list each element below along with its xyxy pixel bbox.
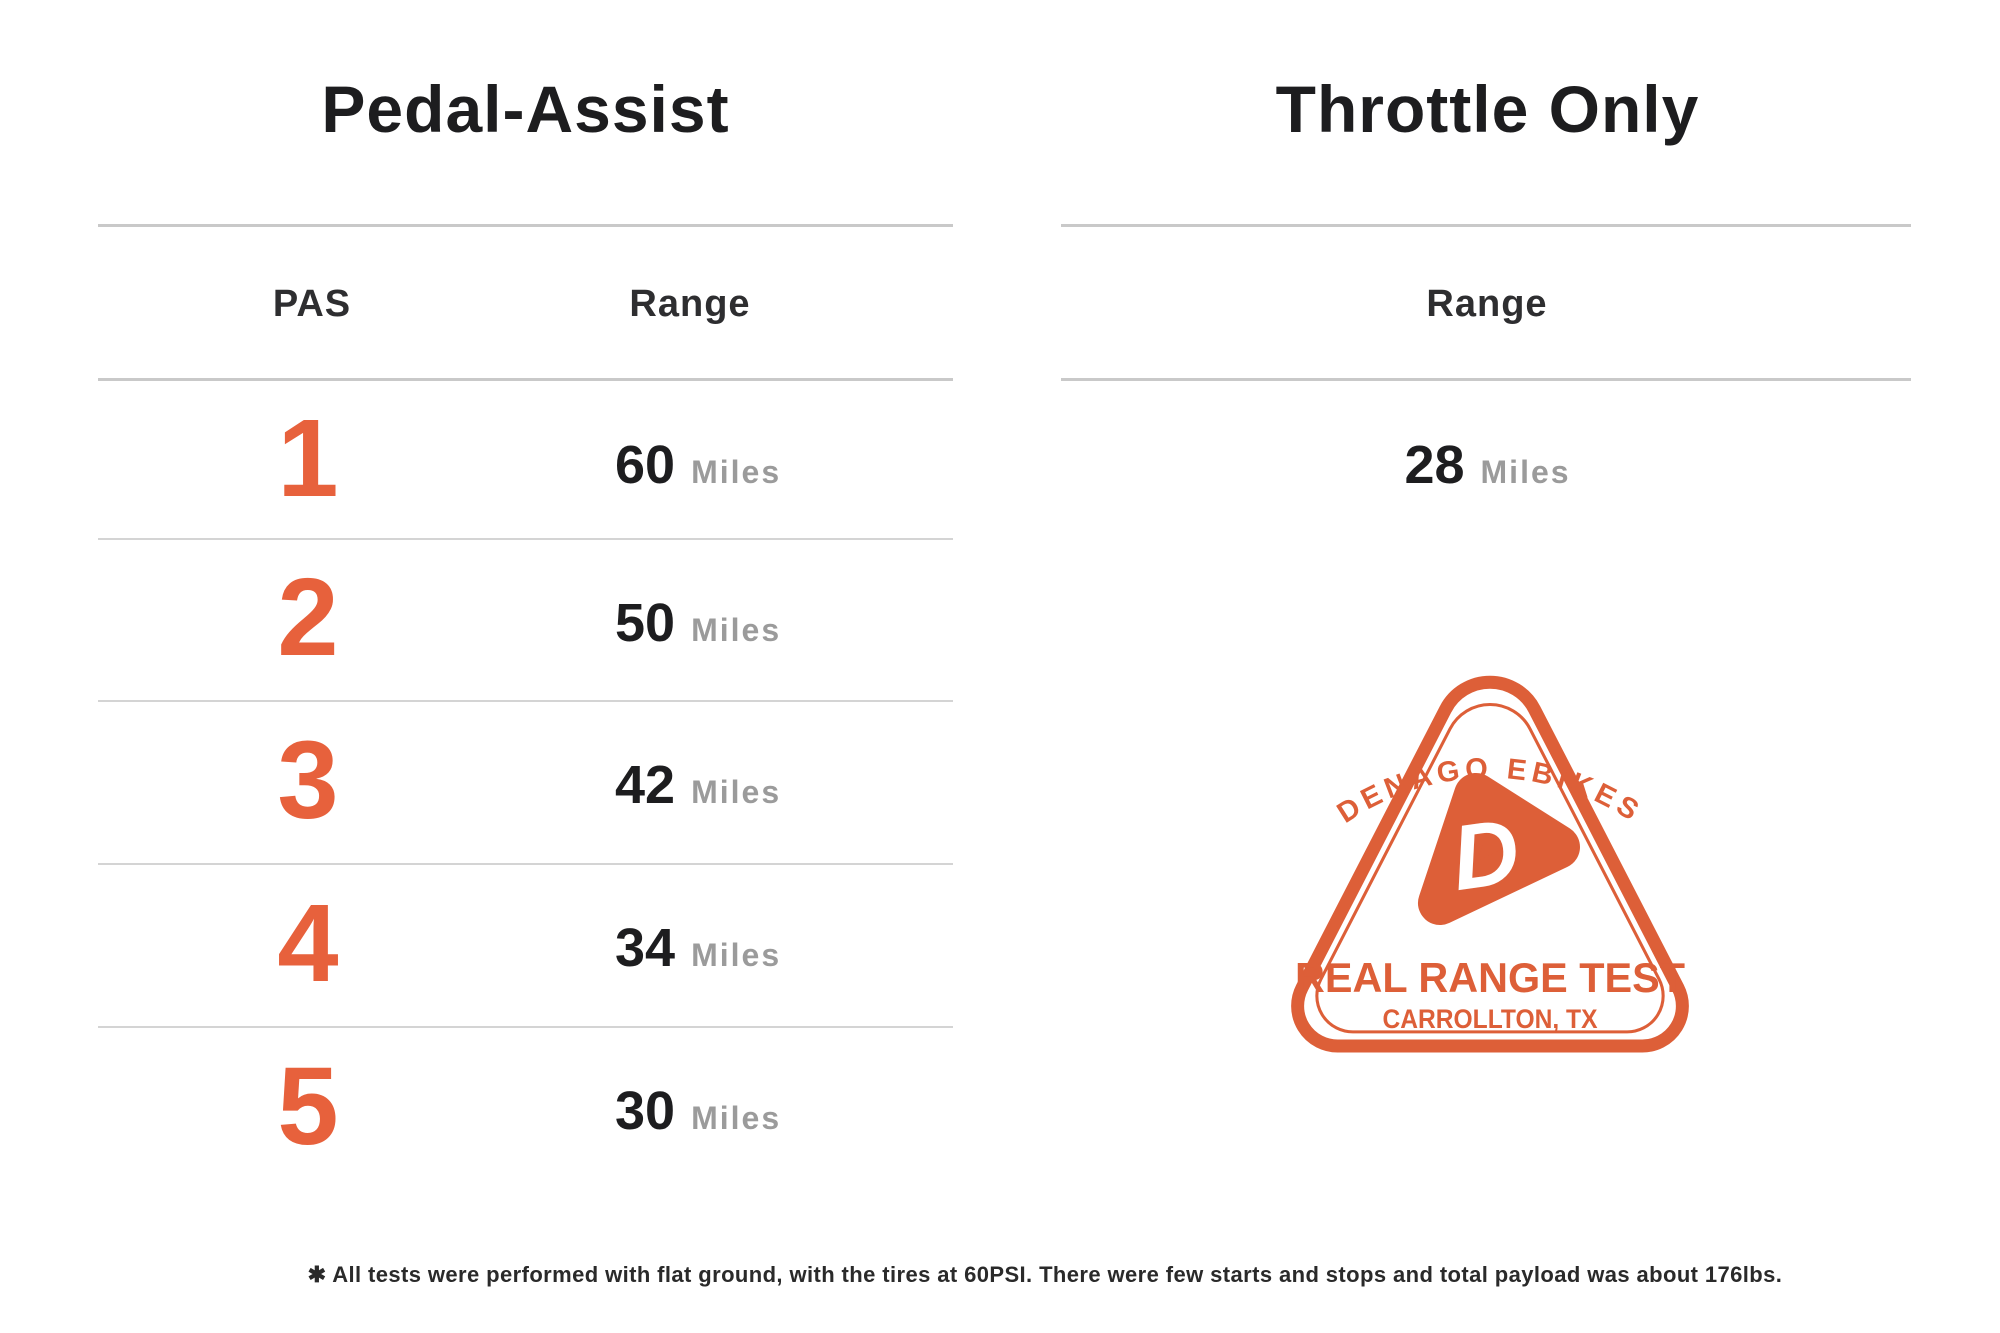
range-value-1: 60: [615, 435, 676, 495]
range-column-header-right: Range: [1426, 283, 1548, 325]
range-unit-4: Miles: [691, 937, 782, 973]
pas-level-3: 3: [277, 719, 339, 842]
pas-level-1: 1: [277, 397, 339, 520]
badge-real-range-test-label: REAL RANGE TEST: [1295, 954, 1685, 1001]
pas-level-2: 2: [277, 556, 339, 679]
pas-level-4: 4: [277, 882, 339, 1005]
d-logo-letter: D: [1446, 800, 1526, 910]
row-divider-2: [98, 700, 953, 702]
d-logo-triangle: [1418, 773, 1580, 925]
pedal-assist-title: Pedal-Assist: [321, 72, 730, 146]
denago-real-range-test-badge: DENAGO EBIKES D REAL RANGE TEST CARROLLT…: [1240, 598, 1740, 1098]
range-unit-1: Miles: [691, 454, 782, 490]
throttle-only-title: Throttle Only: [1275, 72, 1700, 146]
row-divider-1: [98, 538, 953, 540]
pas-column-header: PAS: [272, 283, 352, 325]
range-unit-5: Miles: [691, 1100, 782, 1136]
table-row-range-2: 50 Miles: [615, 596, 781, 650]
range-value-5: 30: [615, 1081, 676, 1141]
divider-left-header: [98, 378, 953, 381]
row-divider-3: [98, 863, 953, 865]
throttle-range-row: 28 Miles: [1060, 438, 1915, 492]
divider-right-top: [1061, 224, 1911, 227]
test-conditions-footnote: ✱ All tests were performed with flat gro…: [307, 1262, 1783, 1287]
table-row-range-4: 34 Miles: [615, 921, 781, 975]
range-unit-3: Miles: [691, 774, 782, 810]
divider-right-header: [1061, 378, 1911, 381]
range-value-3: 42: [615, 755, 676, 815]
table-row-range-3: 42 Miles: [615, 758, 781, 812]
throttle-range-value: 28: [1404, 435, 1465, 495]
badge-outer-triangle: [1291, 675, 1689, 1053]
range-column-header-left: Range: [629, 283, 751, 325]
row-divider-4: [98, 1026, 953, 1028]
range-unit-2: Miles: [691, 612, 782, 648]
badge-svg: DENAGO EBIKES D REAL RANGE TEST CARROLLT…: [1291, 675, 1689, 1053]
badge-inner-triangle: [1315, 702, 1665, 1034]
denago-d-logo-icon: D: [1418, 773, 1580, 925]
throttle-range-unit: Miles: [1480, 454, 1571, 490]
table-row-range-1: 60 Miles: [615, 438, 781, 492]
range-value-4: 34: [615, 918, 676, 978]
divider-left-top: [98, 224, 953, 227]
range-value-2: 50: [615, 593, 676, 653]
table-row-range-5: 30 Miles: [615, 1084, 781, 1138]
pas-level-5: 5: [277, 1045, 339, 1168]
badge-carrollton-label: CARROLLTON, TX: [1383, 1004, 1598, 1034]
